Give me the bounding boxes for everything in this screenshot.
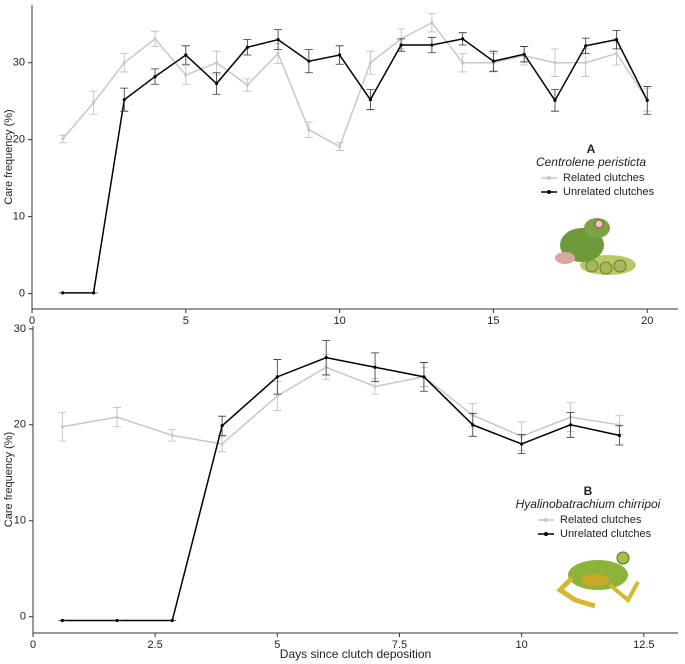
point	[645, 98, 649, 103]
point	[60, 425, 64, 429]
y-tick-label: 10	[14, 515, 26, 527]
frog-illustration	[555, 218, 636, 275]
point	[324, 356, 328, 360]
x-axis-label: Days since clutch deposition	[280, 647, 431, 661]
point	[170, 618, 174, 623]
point	[430, 21, 434, 25]
point	[220, 424, 224, 428]
x-tick-label: 15	[487, 315, 499, 327]
point	[568, 423, 573, 427]
y-tick-label: 30	[14, 323, 26, 335]
point	[399, 43, 403, 47]
point	[115, 415, 119, 419]
point	[584, 44, 588, 48]
point	[153, 37, 157, 41]
y-tick-label: 0	[20, 611, 26, 623]
series-line	[62, 21, 648, 148]
point	[60, 618, 64, 623]
point	[520, 442, 524, 446]
legend-swatch-dot	[544, 532, 548, 536]
point	[368, 61, 372, 65]
y-tick-label: 20	[13, 134, 25, 146]
point	[617, 433, 621, 437]
point	[184, 53, 188, 57]
series-line	[62, 366, 620, 445]
point	[373, 384, 377, 389]
y-tick-label: 0	[19, 288, 25, 300]
legend-swatch-dot	[547, 176, 551, 180]
species-name: Centrolene peristicta	[536, 155, 646, 169]
point	[122, 61, 126, 65]
point	[276, 51, 280, 56]
point	[122, 98, 126, 102]
point	[461, 61, 465, 65]
point	[614, 38, 619, 42]
legend-label: Related clutches	[560, 514, 642, 526]
legend-label: Unrelated clutches	[563, 186, 655, 198]
point	[153, 74, 157, 79]
point	[471, 423, 475, 427]
point	[522, 52, 526, 56]
point	[170, 433, 174, 437]
point	[91, 101, 96, 105]
point	[307, 128, 311, 132]
point	[275, 375, 279, 379]
point	[61, 137, 65, 141]
x-tick-label: 5	[183, 315, 189, 327]
point	[61, 291, 65, 295]
point	[338, 145, 342, 149]
point	[430, 43, 434, 47]
point	[368, 98, 372, 102]
x-tick-label: 12.5	[633, 639, 654, 651]
point	[275, 394, 279, 398]
legend-label: Unrelated clutches	[560, 528, 652, 540]
point	[245, 83, 249, 87]
point	[91, 291, 96, 295]
point	[220, 442, 224, 446]
legend-swatch-dot	[547, 190, 551, 194]
point	[373, 365, 377, 369]
point	[338, 53, 342, 57]
y-axis-label: Care frequency (%)	[3, 109, 15, 204]
x-tick-label: 5	[274, 639, 280, 651]
x-tick-label: 20	[641, 315, 653, 327]
point	[245, 45, 249, 49]
legend-swatch-dot	[544, 518, 548, 522]
point	[461, 37, 465, 41]
point	[422, 375, 426, 379]
point	[184, 73, 188, 77]
y-tick-label: 30	[13, 57, 25, 69]
x-tick-label: 7.5	[392, 639, 407, 651]
species-name: Hyalinobatrachium chirripoi	[516, 497, 661, 511]
y-tick-label: 10	[13, 211, 25, 223]
x-tick-label: 0	[29, 315, 35, 327]
legend-label: Related clutches	[563, 172, 645, 184]
x-tick-label: 10	[516, 639, 528, 651]
point	[214, 61, 219, 65]
x-tick-label: 0	[30, 639, 36, 651]
point	[553, 61, 557, 65]
point	[307, 59, 311, 63]
y-tick-label: 20	[14, 419, 26, 431]
point	[614, 51, 619, 56]
point	[276, 38, 280, 42]
panel-label: B	[584, 484, 593, 498]
y-axis-label: Care frequency (%)	[3, 432, 15, 527]
x-tick-label: 2.5	[148, 639, 163, 651]
point	[115, 618, 119, 623]
x-tick-label: 10	[333, 315, 345, 327]
point	[584, 61, 588, 65]
frog-illustration	[556, 551, 640, 609]
point	[553, 98, 557, 103]
series-line	[62, 38, 648, 294]
panel-label: A	[587, 142, 596, 156]
point	[214, 81, 219, 86]
point	[491, 59, 496, 63]
series-line	[62, 356, 620, 622]
